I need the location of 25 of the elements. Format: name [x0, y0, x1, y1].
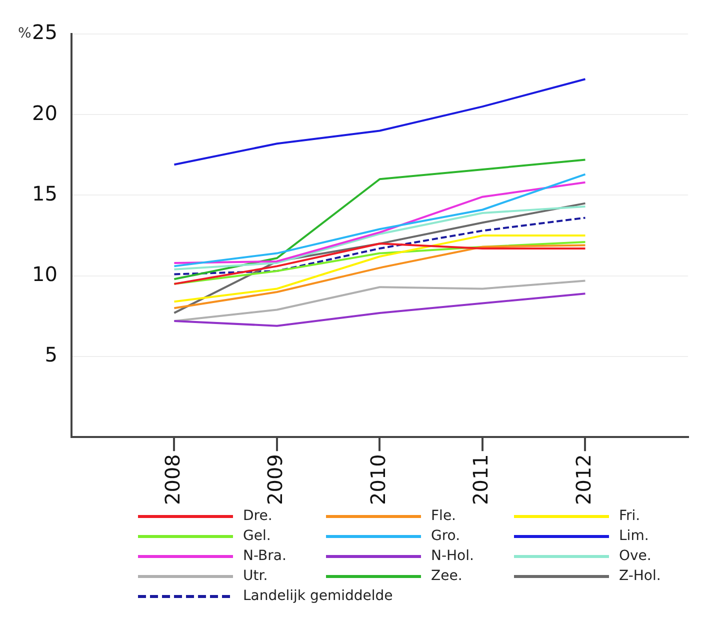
y-tick-label: 15: [32, 181, 58, 206]
legend-label: Landelijk gemiddelde: [243, 588, 393, 604]
legend-label: Z-Hol.: [619, 568, 661, 584]
legend-label: Dre.: [243, 508, 272, 524]
legend-label: Zee.: [431, 568, 462, 584]
x-tick-label: 2012: [571, 454, 596, 506]
x-tick-label: 2008: [160, 454, 184, 506]
x-tick-label: 2009: [263, 454, 288, 506]
x-tick-label: 2010: [366, 454, 390, 506]
legend-label: Fle.: [431, 508, 456, 524]
legend-label: Gel.: [243, 528, 271, 544]
legend-label: N-Bra.: [243, 548, 286, 564]
y-axis-title: %: [18, 26, 32, 42]
legend-label: Fri.: [619, 508, 640, 524]
legend-label: Gro.: [431, 528, 460, 544]
line-series: [173, 216, 586, 276]
legend-label: Utr.: [243, 568, 268, 584]
x-tick-label: 2011: [468, 454, 493, 506]
y-tick-label: 5: [44, 342, 58, 367]
legend-label: N-Hol.: [431, 548, 474, 564]
legend-label: Lim.: [619, 528, 649, 544]
y-tick-label: 10: [32, 262, 58, 286]
y-tick-label: 20: [32, 100, 58, 125]
legend-label: Ove.: [619, 548, 652, 564]
y-tick-label: 25: [32, 20, 58, 44]
